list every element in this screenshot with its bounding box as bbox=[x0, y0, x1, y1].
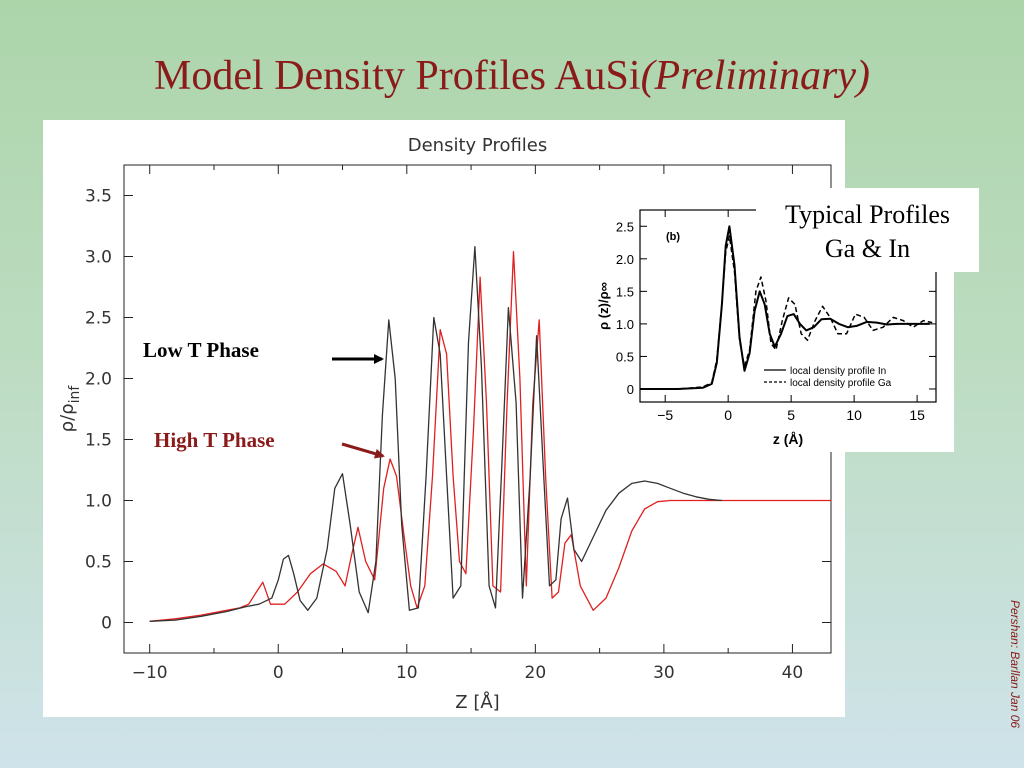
low-t-series-line bbox=[149, 246, 722, 622]
inset-y-tick-label: 1.5 bbox=[616, 284, 634, 299]
x-axis-label: Z [Å] bbox=[455, 691, 499, 713]
inset-x-tick-label: −5 bbox=[657, 407, 673, 423]
y-tick-label: 0.5 bbox=[85, 553, 112, 573]
inset-y-tick-label: 1.0 bbox=[616, 317, 634, 332]
inset-x-tick-label: 15 bbox=[909, 407, 925, 423]
inset-caption-line1: Typical Profiles bbox=[785, 200, 950, 229]
y-tick-label: 0 bbox=[101, 614, 112, 634]
inset-panel-tag: (b) bbox=[666, 231, 680, 243]
x-tick-label: 40 bbox=[782, 663, 804, 683]
inset-caption: Typical Profiles Ga & In bbox=[756, 188, 979, 272]
y-tick-label: 3.0 bbox=[85, 248, 112, 268]
inset-x-tick-label: 10 bbox=[846, 407, 862, 423]
y-axis-label: ρ/ρinf bbox=[57, 385, 83, 433]
y-tick-label: 3.5 bbox=[85, 187, 112, 207]
inset-chart: −5 0 5 10 15 0 0.5 1.0 1.5 2.0 2.5 (b) z (Å) ρ (z)/ρ∞… bbox=[596, 209, 937, 447]
low-t-phase-label: Low T Phase bbox=[143, 338, 259, 362]
inset-x-tick-label: 5 bbox=[787, 407, 795, 423]
x-tick-label: 20 bbox=[525, 663, 547, 683]
y-tick-label: 1.5 bbox=[85, 431, 112, 451]
inset-ga-series-line bbox=[640, 235, 933, 390]
inset-caption-line2: Ga & In bbox=[824, 234, 911, 263]
main-chart: −10 0 10 20 30 40 0 0.5 1.0 1.5 2.0 2.5 3.0 3.5 Densit… bbox=[57, 135, 832, 713]
inset-y-tick-label: 2.5 bbox=[616, 219, 634, 234]
inset-x-axis-label: z (Å) bbox=[773, 431, 803, 447]
inset-y-tick-label: 0 bbox=[627, 382, 634, 397]
inset-x-tick-label: 0 bbox=[724, 407, 732, 423]
inset-y-axis-label: ρ (z)/ρ∞ bbox=[596, 282, 611, 330]
x-tick-label: 0 bbox=[273, 663, 284, 683]
slide-title: Model Density Profiles AuSi(Preliminary) bbox=[0, 52, 1024, 100]
inset-legend-label: local density profile In bbox=[790, 366, 886, 377]
x-tick-label: 10 bbox=[396, 663, 418, 683]
high-t-series-line bbox=[149, 250, 831, 622]
y-tick-label: 2.0 bbox=[85, 370, 112, 390]
chart-title: Density Profiles bbox=[408, 135, 548, 156]
title-main: Model Density Profiles AuSi bbox=[154, 53, 641, 99]
y-tick-label: 1.0 bbox=[85, 492, 112, 512]
high-t-phase-label: High T Phase bbox=[154, 428, 275, 452]
inset-y-tick-label: 2.0 bbox=[616, 252, 634, 267]
x-tick-label: −10 bbox=[132, 663, 168, 683]
title-italic: (Preliminary) bbox=[640, 53, 870, 99]
x-tick-label: 30 bbox=[653, 663, 675, 683]
inset-y-tick-label: 0.5 bbox=[616, 349, 634, 364]
inset-legend-label: local density profile Ga bbox=[790, 378, 892, 389]
y-tick-label: 2.5 bbox=[85, 309, 112, 329]
author-credit: Pershan: Barllan Jan 06 bbox=[1008, 600, 1022, 729]
